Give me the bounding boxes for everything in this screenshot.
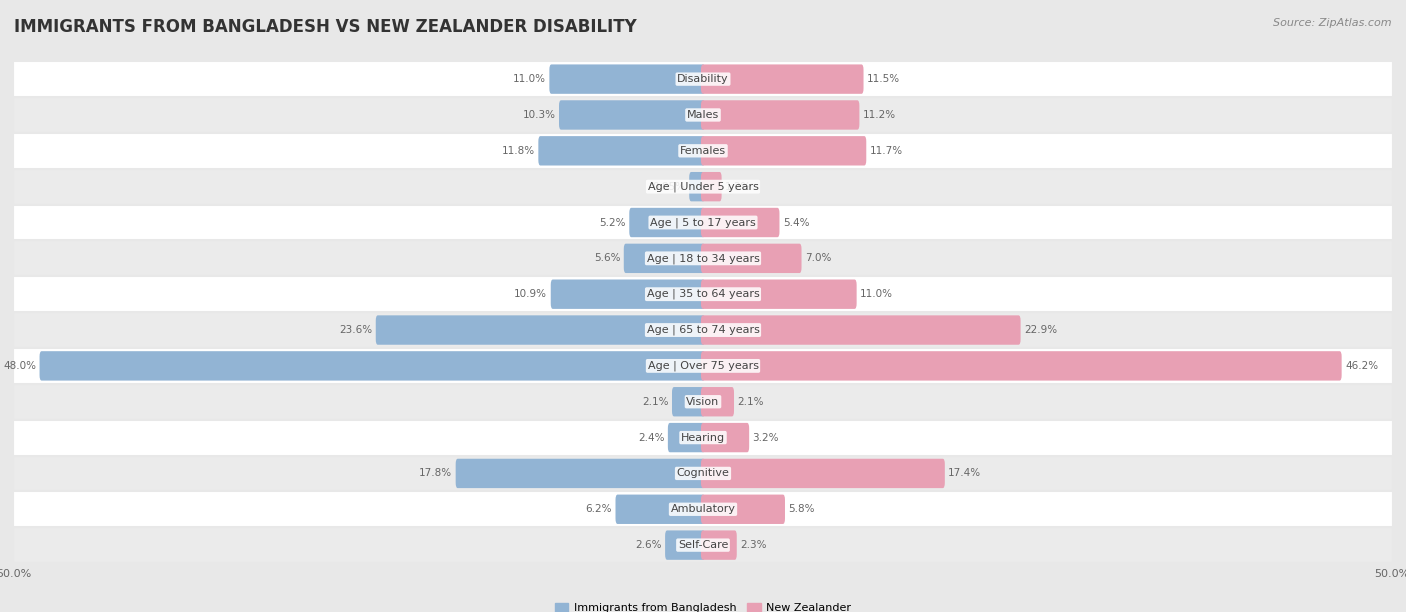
Text: Age | 18 to 34 years: Age | 18 to 34 years	[647, 253, 759, 264]
Text: Cognitive: Cognitive	[676, 468, 730, 479]
FancyBboxPatch shape	[14, 97, 1392, 133]
FancyBboxPatch shape	[702, 172, 721, 201]
Text: Females: Females	[681, 146, 725, 156]
Text: 10.9%: 10.9%	[515, 289, 547, 299]
FancyBboxPatch shape	[14, 348, 1392, 384]
Text: Age | 35 to 64 years: Age | 35 to 64 years	[647, 289, 759, 299]
FancyBboxPatch shape	[672, 387, 704, 416]
FancyBboxPatch shape	[14, 312, 1392, 348]
FancyBboxPatch shape	[702, 351, 1341, 381]
FancyBboxPatch shape	[39, 351, 704, 381]
Text: Ambulatory: Ambulatory	[671, 504, 735, 514]
FancyBboxPatch shape	[702, 459, 945, 488]
FancyBboxPatch shape	[702, 244, 801, 273]
Text: 2.6%: 2.6%	[636, 540, 662, 550]
Text: 7.0%: 7.0%	[806, 253, 831, 263]
Text: 1.2%: 1.2%	[725, 182, 752, 192]
Text: 11.0%: 11.0%	[860, 289, 893, 299]
FancyBboxPatch shape	[550, 64, 704, 94]
Text: 5.4%: 5.4%	[783, 217, 810, 228]
Text: 2.4%: 2.4%	[638, 433, 665, 442]
Text: 11.8%: 11.8%	[502, 146, 534, 156]
Text: Age | 65 to 74 years: Age | 65 to 74 years	[647, 325, 759, 335]
FancyBboxPatch shape	[14, 241, 1392, 276]
Text: Males: Males	[688, 110, 718, 120]
Text: 10.3%: 10.3%	[523, 110, 555, 120]
Text: 2.1%: 2.1%	[738, 397, 763, 407]
Text: 17.4%: 17.4%	[948, 468, 981, 479]
FancyBboxPatch shape	[702, 64, 863, 94]
Text: 6.2%: 6.2%	[585, 504, 612, 514]
FancyBboxPatch shape	[702, 136, 866, 165]
FancyBboxPatch shape	[551, 280, 704, 309]
Text: 11.2%: 11.2%	[863, 110, 896, 120]
FancyBboxPatch shape	[668, 423, 704, 452]
Text: Self-Care: Self-Care	[678, 540, 728, 550]
Text: Hearing: Hearing	[681, 433, 725, 442]
Text: 5.8%: 5.8%	[789, 504, 815, 514]
FancyBboxPatch shape	[560, 100, 704, 130]
FancyBboxPatch shape	[14, 133, 1392, 169]
FancyBboxPatch shape	[665, 531, 704, 560]
FancyBboxPatch shape	[616, 494, 704, 524]
FancyBboxPatch shape	[702, 208, 779, 237]
FancyBboxPatch shape	[375, 315, 704, 345]
FancyBboxPatch shape	[14, 204, 1392, 241]
FancyBboxPatch shape	[702, 280, 856, 309]
Text: 0.85%: 0.85%	[652, 182, 686, 192]
Text: 5.6%: 5.6%	[593, 253, 620, 263]
Text: 23.6%: 23.6%	[339, 325, 373, 335]
Text: 3.2%: 3.2%	[752, 433, 779, 442]
Text: Age | Under 5 years: Age | Under 5 years	[648, 181, 758, 192]
FancyBboxPatch shape	[14, 420, 1392, 455]
Text: 11.7%: 11.7%	[870, 146, 903, 156]
Text: Age | Over 75 years: Age | Over 75 years	[648, 360, 758, 371]
Text: Source: ZipAtlas.com: Source: ZipAtlas.com	[1274, 18, 1392, 28]
FancyBboxPatch shape	[14, 455, 1392, 491]
Text: 11.0%: 11.0%	[513, 74, 546, 84]
Text: Disability: Disability	[678, 74, 728, 84]
FancyBboxPatch shape	[14, 276, 1392, 312]
FancyBboxPatch shape	[702, 423, 749, 452]
Text: 5.2%: 5.2%	[599, 217, 626, 228]
FancyBboxPatch shape	[689, 172, 704, 201]
Text: Age | 5 to 17 years: Age | 5 to 17 years	[650, 217, 756, 228]
Text: 48.0%: 48.0%	[3, 361, 37, 371]
FancyBboxPatch shape	[538, 136, 704, 165]
FancyBboxPatch shape	[702, 100, 859, 130]
Text: Vision: Vision	[686, 397, 720, 407]
Text: IMMIGRANTS FROM BANGLADESH VS NEW ZEALANDER DISABILITY: IMMIGRANTS FROM BANGLADESH VS NEW ZEALAN…	[14, 18, 637, 36]
FancyBboxPatch shape	[14, 61, 1392, 97]
FancyBboxPatch shape	[14, 169, 1392, 204]
Text: 2.3%: 2.3%	[740, 540, 766, 550]
Text: 17.8%: 17.8%	[419, 468, 453, 479]
Text: 22.9%: 22.9%	[1024, 325, 1057, 335]
FancyBboxPatch shape	[456, 459, 704, 488]
Legend: Immigrants from Bangladesh, New Zealander: Immigrants from Bangladesh, New Zealande…	[550, 599, 856, 612]
FancyBboxPatch shape	[14, 384, 1392, 420]
FancyBboxPatch shape	[702, 531, 737, 560]
FancyBboxPatch shape	[14, 491, 1392, 527]
FancyBboxPatch shape	[14, 527, 1392, 563]
FancyBboxPatch shape	[702, 315, 1021, 345]
FancyBboxPatch shape	[702, 494, 785, 524]
Text: 2.1%: 2.1%	[643, 397, 669, 407]
FancyBboxPatch shape	[624, 244, 704, 273]
Text: 11.5%: 11.5%	[868, 74, 900, 84]
FancyBboxPatch shape	[702, 387, 734, 416]
FancyBboxPatch shape	[630, 208, 704, 237]
Text: 46.2%: 46.2%	[1346, 361, 1378, 371]
